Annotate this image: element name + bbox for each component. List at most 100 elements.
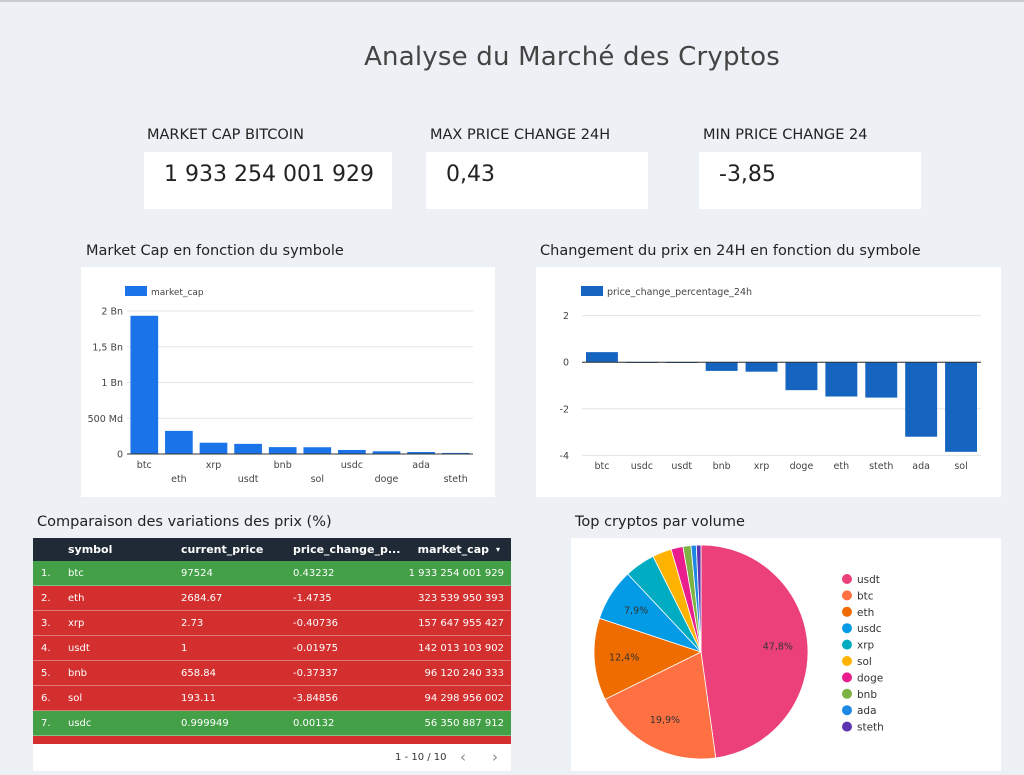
bar-bnb [268, 447, 297, 454]
cell-price-change: -1.4735 [293, 593, 332, 604]
cell-current-price: 193.11 [181, 693, 216, 704]
legend-dot-btc [842, 590, 852, 601]
kpi-value-min-price-change: -3,85 [719, 162, 776, 187]
column-header-symbol[interactable]: symbol [68, 543, 113, 556]
row-index: 6. [41, 693, 51, 704]
cell-market-cap: 142 013 103 902 [418, 643, 504, 654]
legend-dot-ada [842, 705, 852, 716]
bar-doge [785, 362, 818, 391]
x-tick-label-xrp: xrp [206, 460, 222, 471]
pie-value-label-usdc: 7,9% [624, 606, 648, 617]
price-change-bar-chart: price_change_percentage_24h 2 0 -2 -4 btc usdc… [560, 286, 981, 472]
previous-page-icon[interactable]: ‹ [460, 748, 466, 766]
y-tick-label: 1 Bn [101, 378, 123, 389]
x-tick-label-ada: ada [912, 461, 930, 472]
table-row[interactable]: 2. eth 2684.67 -1.4735 323 539 950 393 [33, 586, 511, 611]
pagination-label: 1 - 10 / 10 [395, 752, 447, 763]
cell-current-price: 1 [181, 643, 188, 654]
pie-chart-card: 47,8% 19,9% 12,4% 7,9% usdt btc eth usdc xrp sol d… [571, 538, 1001, 771]
kpi-card-min-price-change: -3,85 [699, 152, 921, 209]
legend-label-eth: eth [857, 607, 874, 619]
x-tick-label-doge: doge [790, 461, 814, 472]
bar-btc [130, 315, 159, 454]
table-title: Comparaison des variations des prix (%) [37, 514, 332, 530]
bar-sol [945, 362, 978, 452]
cell-symbol: bnb [68, 668, 88, 679]
table-row[interactable]: 1. btc 97524 0.43232 1 933 254 001 929 [33, 561, 511, 586]
cell-symbol: usdt [68, 643, 90, 654]
column-header-price-change[interactable]: price_change_p... [293, 543, 401, 556]
table-row[interactable]: 7. usdc 0.999949 0.00132 56 350 887 912 [33, 711, 511, 736]
legend-label-usdc: usdc [857, 623, 882, 635]
bar-usdt [234, 443, 262, 454]
y-tick-label: 2 Bn [101, 307, 123, 318]
market-cap-chart-card: market_cap 0 500 Md 1 Bn 1,5 Bn 2 Bn btc eth xrp… [81, 267, 495, 497]
row-index: 1. [41, 568, 51, 579]
legend-dot-sol [842, 656, 852, 666]
kpi-label-max-price-change: MAX PRICE CHANGE 24H [430, 127, 611, 143]
cell-market-cap: 1 933 254 001 929 [408, 568, 504, 579]
table-row[interactable]: 6. sol 193.11 -3.84856 94 298 956 002 [33, 686, 511, 711]
pie-slice-usdt [700, 544, 809, 759]
kpi-card-max-price-change: 0,43 [426, 152, 648, 209]
row-index: 3. [41, 618, 51, 629]
cell-current-price: 658.84 [181, 668, 216, 679]
pie-slice-eth [593, 617, 703, 700]
table-row-partial [33, 736, 511, 744]
x-tick-label-sol: sol [954, 461, 967, 472]
y-tick-label: 0 [117, 450, 123, 461]
price-comparison-table: symbol current_price price_change_p... m… [33, 538, 511, 771]
cell-current-price: 0.999949 [181, 718, 229, 729]
legend-label-sol: sol [857, 656, 872, 668]
cell-symbol: xrp [68, 618, 85, 629]
bar-steth [441, 452, 470, 454]
y-tick-label: -2 [560, 404, 569, 415]
pie-slice-btc [604, 651, 717, 760]
cell-symbol: btc [68, 568, 84, 579]
bar-doge [372, 451, 401, 454]
bar-btc [585, 352, 618, 363]
pie-value-label-btc: 19,9% [650, 715, 680, 726]
cell-price-change: -0.37337 [293, 668, 338, 679]
x-tick-label-ada: ada [412, 460, 430, 471]
y-tick-label: 2 [563, 311, 569, 322]
x-tick-label-usdt: usdt [671, 461, 692, 472]
legend-label-ada: ada [857, 705, 877, 717]
kpi-value-market-cap-bitcoin: 1 933 254 001 929 [164, 162, 374, 187]
cell-price-change: -0.01975 [293, 643, 338, 654]
bar-sol [303, 447, 332, 454]
bar-eth [825, 362, 858, 397]
column-header-market-cap[interactable]: market_cap [417, 543, 489, 556]
price-change-chart-card: price_change_percentage_24h 2 0 -2 -4 btc usdc… [536, 267, 1001, 497]
cell-current-price: 2.73 [181, 618, 204, 629]
legend-dot-steth [842, 721, 852, 732]
table-row[interactable]: 4. usdt 1 -0.01975 142 013 103 902 [33, 636, 511, 661]
next-page-icon[interactable]: › [492, 748, 498, 766]
bar-ada [407, 451, 435, 454]
legend-dot-usdc [842, 623, 852, 634]
legend-label-bnb: bnb [857, 689, 877, 701]
bar-xrp [745, 362, 778, 372]
row-index: 2. [41, 593, 51, 604]
legend-label: market_cap [151, 288, 204, 298]
table-row[interactable]: 5. bnb 658.84 -0.37337 96 120 240 333 [33, 661, 511, 686]
cell-market-cap: 157 647 955 427 [418, 618, 504, 629]
x-tick-label-usdc: usdc [341, 460, 363, 471]
cell-market-cap: 56 350 887 912 [424, 718, 504, 729]
table-row[interactable]: 3. xrp 2.73 -0.40736 157 647 955 427 [33, 611, 511, 636]
legend-dot-bnb [842, 688, 852, 699]
legend-label: price_change_percentage_24h [607, 287, 752, 298]
x-tick-label-bnb: bnb [274, 460, 292, 471]
kpi-value-max-price-change: 0,43 [446, 162, 495, 187]
volume-pie-chart: 47,8% 19,9% 12,4% 7,9% usdt btc eth usdc xrp sol d… [593, 544, 884, 760]
bar-eth [165, 430, 193, 454]
row-index: 4. [41, 643, 51, 654]
column-header-current-price[interactable]: current_price [181, 543, 264, 556]
cell-market-cap: 323 539 950 393 [418, 593, 504, 604]
x-tick-label-sol: sol [311, 474, 324, 485]
pie-chart-title: Top cryptos par volume [575, 514, 745, 530]
sort-desc-icon[interactable]: ▾ [495, 545, 500, 554]
table-pagination: 1 - 10 / 10 ‹ › [33, 745, 511, 771]
table-header: symbol current_price price_change_p... m… [33, 538, 511, 561]
legend-label-xrp: xrp [857, 640, 875, 652]
